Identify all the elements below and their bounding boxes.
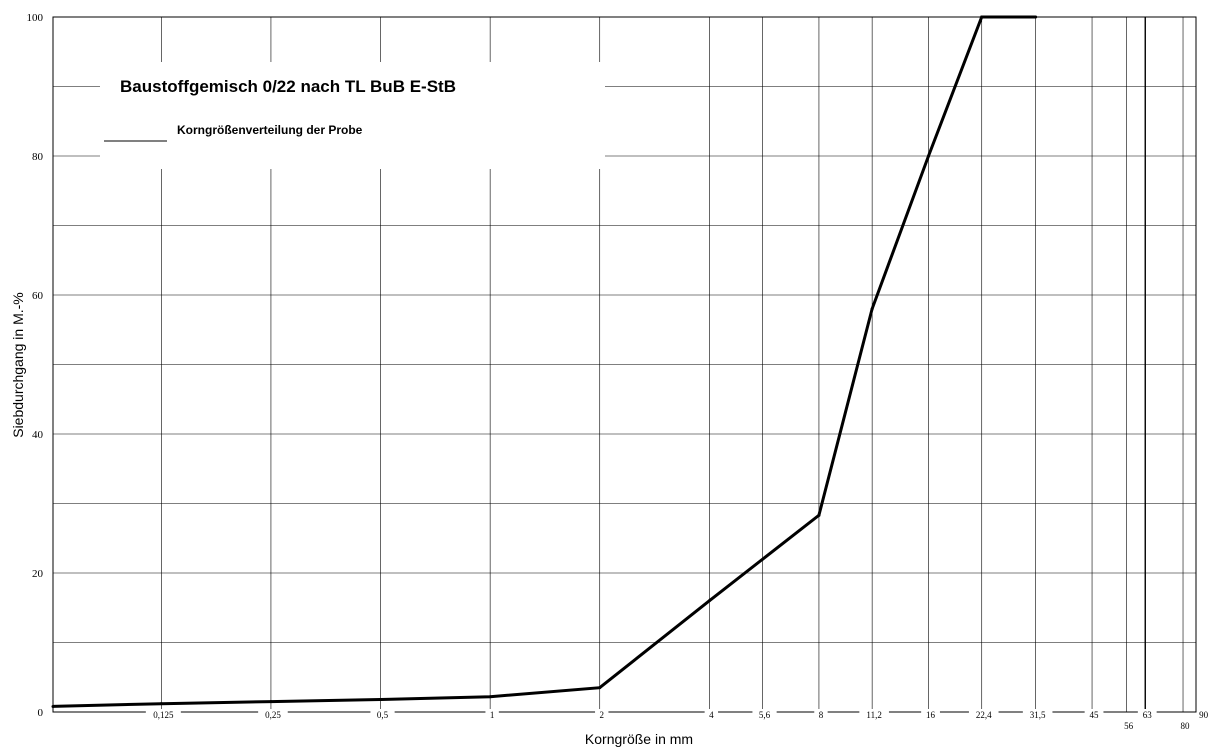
x-tick-label-bg [258,709,288,721]
y-tick-label: 20 [32,568,44,580]
x-tick-label-bg [485,709,499,721]
data-point [269,700,273,704]
x-axis-label: Korngröße in mm [585,731,693,747]
x-tick-label-bg [1137,709,1157,721]
y-tick-label: 40 [32,429,44,441]
x-tick-label-bg [814,709,828,721]
x-tick-label: 5,6 [759,710,771,720]
data-point [379,697,383,701]
data-point [598,686,602,690]
x-tick-label: 80 [1181,721,1191,731]
y-tick-label: 0 [38,707,44,719]
x-tick-label-bg [370,709,395,721]
chart-title: Baustoffgemisch 0/22 nach TL BuB E-StB [120,77,456,96]
x-tick-label-bg [145,709,181,721]
x-tick-label-bg [595,709,609,721]
y-axis-tick-labels: 0 20 40 60 80 100 [27,12,44,719]
x-tick-label: 0,125 [153,710,174,720]
x-tick-label: 63 [1143,710,1153,720]
x-tick-label: 90 [1199,710,1209,720]
x-tick-label-bg [1022,709,1053,721]
x-axis-tick-labels: 0,125 0,25 0,5 1 2 4 5,6 8 11,2 16 22,4 31,5 45 56 63 8… [145,709,1209,731]
data-point [51,704,55,708]
x-tick-label-bg [752,709,777,721]
data-point [159,702,163,706]
data-point [488,695,492,699]
series-line [52,15,1036,708]
y-tick-label: 60 [32,290,44,302]
x-tick-label-bg [921,709,940,721]
chart-series [51,15,1038,708]
y-axis-label: Siebdurchgang in M.-% [10,292,26,438]
y-tick-label: 80 [32,151,44,163]
data-point [707,599,711,603]
x-tick-label: 2 [599,710,604,720]
x-tick-label: 1 [490,710,495,720]
x-tick-label: 8 [819,710,824,720]
x-tick-label: 45 [1090,710,1100,720]
y-tick-label: 100 [27,12,44,24]
legend-background [100,62,605,169]
x-tick-label-bg [704,709,719,721]
x-tick-label: 11,2 [866,710,881,720]
legend-series-label: Korngrößenverteilung der Probe [177,123,363,137]
data-point [927,154,931,158]
data-point [870,307,874,311]
x-tick-label-bg [968,709,999,721]
data-point [980,15,984,19]
x-tick-label: 22,4 [976,710,992,720]
x-tick-label-bg [859,709,889,721]
x-tick-label: 16 [926,710,936,720]
x-tick-label: 56 [1124,721,1134,731]
x-tick-label-bg [1084,709,1104,721]
x-tick-label: 4 [709,710,714,720]
x-tick-label: 31,5 [1030,710,1046,720]
data-point [1034,15,1038,19]
data-point [817,513,821,517]
x-tick-label: 0,5 [377,710,389,720]
chart-legend: Baustoffgemisch 0/22 nach TL BuB E-StB K… [100,62,605,169]
x-tick-label: 0,25 [265,710,281,720]
